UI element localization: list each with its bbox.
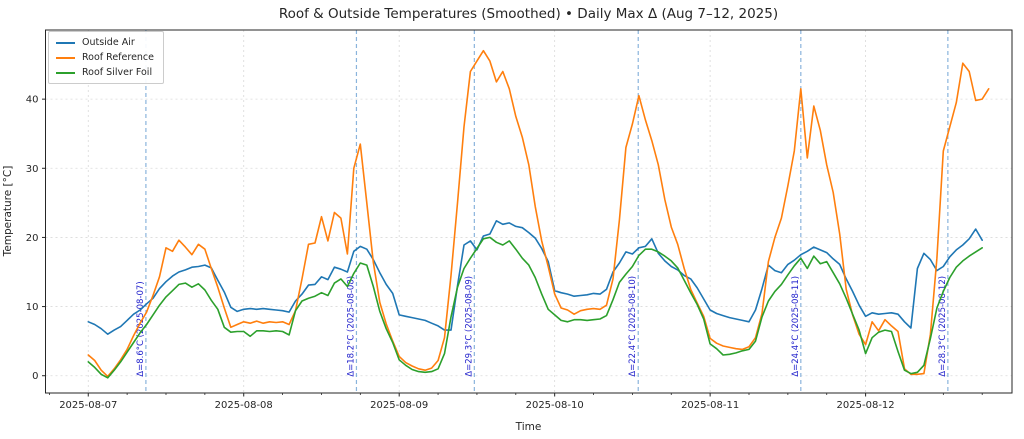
legend-swatch-1	[56, 56, 75, 59]
legend-item-roof-reference: Roof Reference	[56, 52, 154, 63]
x-tick-label: 2025-08-12	[837, 400, 895, 411]
x-tick-label: 2025-08-11	[681, 400, 739, 411]
legend-label-roof-reference: Roof Reference	[82, 52, 155, 63]
x-tick-label: 2025-08-09	[370, 400, 428, 411]
series-line-outside-air	[87, 220, 984, 336]
y-tick-label: 0	[32, 371, 38, 382]
delta-annotation: Δ=22.4°C (2025-08-10)	[628, 276, 638, 377]
legend-label-roof-silver-foil: Roof Silver Foil	[82, 67, 153, 78]
x-tick-label: 2025-08-07	[59, 400, 117, 411]
y-tick-label: 40	[26, 95, 39, 106]
series-line-roof-reference	[87, 49, 990, 378]
legend-item-roof-silver-foil: Roof Silver Foil	[56, 67, 154, 78]
delta-annotation: Δ=18.2°C (2025-08-08)	[346, 276, 356, 377]
y-tick-label: 30	[26, 164, 39, 175]
delta-annotation: Δ=24.4°C (2025-08-11)	[791, 276, 801, 377]
y-tick-label: 10	[26, 302, 39, 313]
delta-annotation: Δ=28.3°C (2025-08-12)	[938, 276, 948, 377]
y-tick-label: 20	[26, 233, 39, 244]
delta-annotation: Δ=29.3°C (2025-08-09)	[464, 276, 474, 377]
legend: Outside Air Roof Reference Roof Silver F…	[48, 31, 165, 84]
chart-title: Roof & Outside Temperatures (Smoothed) •…	[278, 6, 779, 22]
x-axis-label: Time	[515, 421, 542, 433]
axes-box	[45, 29, 1013, 394]
legend-swatch-2	[56, 71, 75, 74]
legend-label-outside-air: Outside Air	[82, 37, 135, 48]
x-tick-label: 2025-08-10	[526, 400, 584, 411]
legend-swatch-0	[56, 41, 75, 44]
y-axis-label: Temperature [°C]	[2, 165, 14, 257]
delta-annotation: Δ=8.6°C (2025-08-07)	[136, 281, 146, 376]
x-tick-label: 2025-08-08	[215, 400, 273, 411]
legend-item-outside-air: Outside Air	[56, 37, 154, 48]
series-line-roof-silver-foil	[87, 236, 984, 379]
